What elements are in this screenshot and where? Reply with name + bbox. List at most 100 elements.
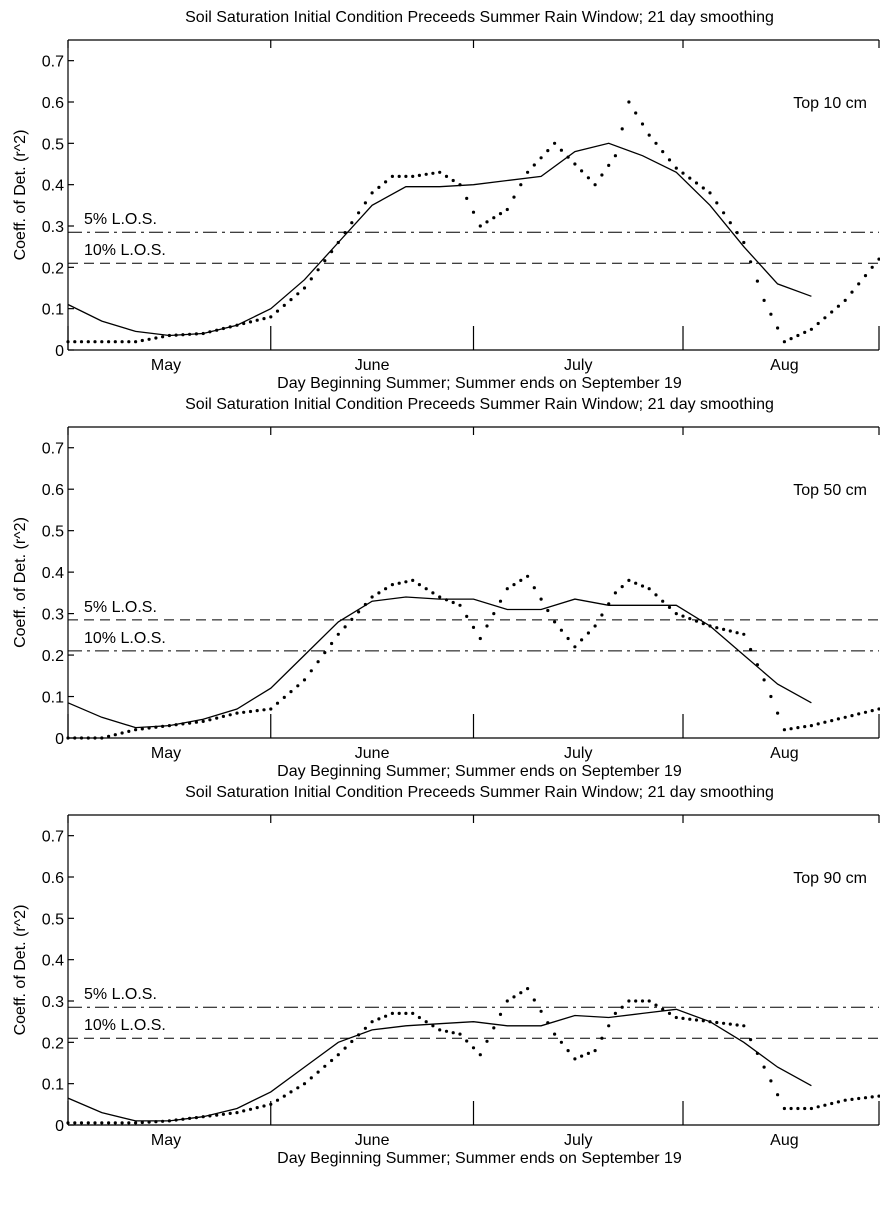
data-point [397, 1011, 401, 1016]
data-point [357, 1033, 361, 1037]
x-tick-label: May [151, 1132, 181, 1149]
data-point [120, 731, 124, 735]
data-point [742, 632, 746, 636]
data-point [444, 1029, 449, 1033]
y-tick-label: 0 [55, 343, 64, 360]
data-point [553, 1032, 557, 1036]
data-point [73, 340, 77, 344]
data-point [809, 724, 814, 728]
data-point [154, 725, 158, 729]
y-tick-label: 0.3 [42, 994, 64, 1011]
y-tick-label: 0.6 [42, 870, 64, 887]
data-point [235, 1111, 239, 1115]
data-point [722, 211, 726, 215]
data-point [654, 1003, 658, 1007]
data-point [843, 298, 847, 302]
data-point [566, 155, 570, 159]
data-point [586, 1051, 591, 1055]
data-point [823, 316, 827, 320]
data-point [93, 340, 97, 344]
data-point [688, 176, 692, 180]
data-point [505, 999, 509, 1003]
data-point [843, 715, 847, 719]
y-tick-label: 0.4 [42, 565, 64, 582]
data-point [640, 999, 645, 1003]
chart-panel-3: Soil Saturation Initial Condition Precee… [12, 784, 880, 1167]
data-point [127, 729, 131, 734]
data-point [796, 726, 800, 730]
data-point [755, 1051, 760, 1055]
data-point [458, 603, 462, 607]
y-tick-label: 0.5 [42, 136, 64, 153]
data-point [79, 340, 84, 344]
data-point [789, 727, 793, 731]
data-point [519, 991, 523, 995]
data-point [877, 707, 880, 711]
data-point [411, 174, 415, 178]
data-point [201, 719, 205, 724]
data-point [404, 1011, 408, 1016]
significance-label: 10% L.O.S. [84, 630, 166, 647]
daily-dots-series [66, 987, 880, 1125]
data-point [424, 587, 428, 591]
smoothed-fit-line [67, 596, 812, 729]
data-point [877, 257, 880, 261]
data-point [363, 201, 367, 205]
y-tick-label: 0.4 [42, 953, 64, 970]
data-point [573, 645, 577, 649]
data-point [390, 1011, 394, 1016]
data-point [498, 599, 503, 603]
data-point [600, 613, 604, 617]
data-point [762, 678, 766, 682]
data-point [343, 1046, 347, 1050]
data-point [66, 736, 70, 740]
data-point [755, 663, 760, 667]
data-point [661, 1007, 665, 1011]
data-point [823, 720, 827, 724]
x-axis-label: Day Beginning Summer; Summer ends on Sep… [277, 1150, 682, 1167]
data-point [877, 1094, 880, 1098]
data-point [397, 174, 401, 178]
data-point [93, 736, 97, 740]
data-point [681, 171, 685, 175]
data-point [559, 628, 564, 632]
data-point [674, 166, 678, 170]
data-point [728, 629, 732, 633]
data-point [181, 333, 185, 337]
data-point [174, 333, 178, 337]
depth-annotation: Top 90 cm [793, 870, 867, 887]
data-point [113, 733, 117, 737]
data-point [640, 122, 645, 126]
data-point [302, 1082, 307, 1086]
data-point [235, 711, 239, 715]
data-point [471, 1046, 476, 1050]
data-point [870, 1095, 874, 1099]
data-point [167, 1119, 171, 1123]
smoothed-fit-line [67, 1008, 812, 1122]
data-point [823, 1103, 827, 1107]
data-point [147, 1120, 151, 1124]
data-point [208, 718, 212, 722]
data-point [188, 1116, 192, 1120]
data-point [174, 1118, 178, 1122]
data-point [404, 580, 408, 584]
data-point [776, 1093, 780, 1097]
data-point [208, 1114, 212, 1118]
y-axis-label: Coeff. of Det. (r^2) [12, 905, 29, 1036]
data-point [397, 581, 401, 585]
data-point [296, 684, 300, 688]
data-point [694, 1018, 699, 1022]
data-point [613, 154, 618, 158]
data-point [134, 728, 138, 732]
data-point [181, 722, 185, 726]
data-point [776, 326, 780, 330]
data-point [830, 1101, 834, 1106]
data-point [289, 1090, 293, 1094]
data-point [248, 1107, 253, 1111]
data-point [215, 328, 219, 332]
data-point [350, 617, 354, 622]
data-point [471, 210, 476, 214]
data-point [532, 998, 536, 1002]
data-point [640, 584, 645, 588]
